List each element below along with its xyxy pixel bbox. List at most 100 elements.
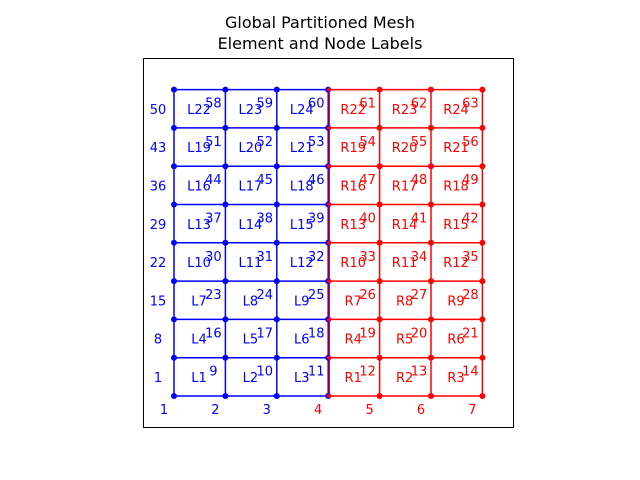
mesh-node xyxy=(428,278,434,285)
node-label: 8 xyxy=(154,333,162,348)
node-label: 37 xyxy=(205,212,222,227)
element-label: R12 xyxy=(443,256,469,271)
mesh-node xyxy=(273,316,280,323)
interface-node xyxy=(327,202,332,207)
element-label: L23 xyxy=(239,103,263,118)
element-label: R1 xyxy=(345,371,362,386)
node-label: 18 xyxy=(308,326,325,341)
node-label: 22 xyxy=(150,256,167,271)
mesh-node xyxy=(222,163,229,170)
node-label: 47 xyxy=(359,173,376,188)
interface-node xyxy=(327,164,332,169)
node-label: 61 xyxy=(359,97,376,112)
element-label: L9 xyxy=(294,294,310,309)
element-label: R24 xyxy=(443,103,469,118)
node-label: 45 xyxy=(257,173,274,188)
node-label: 30 xyxy=(205,250,222,265)
node-label: 50 xyxy=(150,103,167,118)
mesh-node xyxy=(376,201,383,208)
node-label: 26 xyxy=(359,288,376,303)
mesh-node xyxy=(376,393,383,399)
element-label: L4 xyxy=(191,333,207,348)
element-labels: L1 L2 L3 R1 R2 R3 L4 L5 L6 R4 R5 R6 L7 L8 L9 R7 R8 R9 L10 L… xyxy=(187,103,469,386)
node-label: 35 xyxy=(462,250,479,265)
mesh-node xyxy=(479,354,486,361)
element-label: L8 xyxy=(243,294,259,309)
mesh-nodes xyxy=(171,86,486,399)
mesh-node xyxy=(376,316,383,323)
mesh-node xyxy=(428,393,434,399)
node-label: 19 xyxy=(359,326,376,341)
node-label: 59 xyxy=(257,97,274,112)
mesh-node xyxy=(171,201,177,208)
element-label: L21 xyxy=(290,141,314,156)
mesh-node xyxy=(428,201,434,208)
node-label: 55 xyxy=(411,135,428,150)
node-label: 44 xyxy=(205,173,222,188)
node-label: 31 xyxy=(257,250,274,265)
element-label: L19 xyxy=(187,141,211,156)
interface-node xyxy=(327,87,332,92)
element-label: R22 xyxy=(340,103,366,118)
mesh-node xyxy=(273,163,280,170)
node-label: 1 xyxy=(160,403,168,418)
node-label: 51 xyxy=(205,135,222,150)
element-label: R11 xyxy=(392,256,418,271)
mesh-node xyxy=(222,393,229,399)
node-label: 27 xyxy=(411,288,428,303)
element-label: L17 xyxy=(239,180,263,195)
mesh-node xyxy=(171,316,177,323)
mesh-node xyxy=(171,239,177,246)
title-line-1: Global Partitioned Mesh xyxy=(224,13,415,32)
mesh-node xyxy=(171,86,177,93)
node-label: 60 xyxy=(308,97,325,112)
element-label: R13 xyxy=(340,218,366,233)
element-label: L20 xyxy=(239,141,263,156)
node-label: 29 xyxy=(150,218,167,233)
element-label: R2 xyxy=(396,371,413,386)
node-label: 53 xyxy=(308,135,325,150)
element-label: L15 xyxy=(290,218,314,233)
mesh-node xyxy=(376,124,383,131)
interface-node xyxy=(327,355,332,360)
mesh-node xyxy=(479,124,486,131)
mesh-node xyxy=(479,393,486,399)
node-label: 6 xyxy=(417,403,425,418)
node-label: 48 xyxy=(411,173,428,188)
mesh-node xyxy=(171,393,177,399)
node-label: 23 xyxy=(205,288,222,303)
element-label: L3 xyxy=(294,371,310,386)
mesh-node xyxy=(273,201,280,208)
mesh-node xyxy=(273,239,280,246)
node-label: 49 xyxy=(462,173,479,188)
node-label: 63 xyxy=(462,97,479,112)
node-label: 43 xyxy=(150,141,167,156)
mesh-node xyxy=(171,124,177,131)
mesh-node xyxy=(222,124,229,131)
element-label: L1 xyxy=(191,371,207,386)
element-label: L10 xyxy=(187,256,211,271)
element-label: R7 xyxy=(345,294,362,309)
element-label: R3 xyxy=(447,371,464,386)
element-label: L11 xyxy=(239,256,263,271)
mesh-node xyxy=(479,86,486,93)
mesh-node xyxy=(479,278,486,285)
element-label: L7 xyxy=(191,294,207,309)
node-label: 58 xyxy=(205,97,222,112)
mesh-node xyxy=(222,86,229,93)
interface-node xyxy=(327,125,332,131)
element-label: R9 xyxy=(447,294,464,309)
title-line-2: Element and Node Labels xyxy=(217,34,423,53)
mesh-node xyxy=(222,278,229,285)
node-label: 13 xyxy=(411,365,428,380)
element-label: R17 xyxy=(392,180,418,195)
mesh-node xyxy=(479,163,486,170)
mesh-node xyxy=(273,86,280,93)
mesh-node xyxy=(376,278,383,285)
mesh-node xyxy=(222,201,229,208)
element-label: L2 xyxy=(243,371,259,386)
node-label: 12 xyxy=(359,365,376,380)
mesh-node xyxy=(376,86,383,93)
node-label: 5 xyxy=(365,403,373,418)
